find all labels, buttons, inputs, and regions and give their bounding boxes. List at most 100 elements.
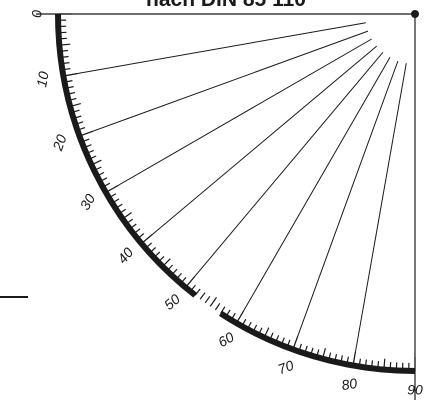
- tick-mark-48: [175, 272, 182, 280]
- tick-mark-59: [230, 312, 236, 321]
- division-line-50: [186, 51, 384, 287]
- tick-mark-29: [102, 182, 111, 188]
- tick-mark-73: [310, 347, 314, 356]
- tick-mark-22: [83, 144, 92, 149]
- tick-mark-6: [59, 49, 68, 52]
- division-line-40: [142, 45, 378, 243]
- tick-mark-83: [370, 360, 374, 369]
- tick-label-40: 40: [114, 244, 136, 266]
- tick-mark-60: [235, 310, 245, 324]
- tick-mark-21: [81, 138, 90, 143]
- tick-mark-85: [383, 358, 386, 370]
- tick-mark-47: [171, 268, 178, 276]
- tick-mark-77: [334, 353, 338, 363]
- tick-mark-23: [86, 149, 94, 155]
- tick-label-70: 70: [276, 357, 296, 377]
- tick-mark-65: [263, 327, 270, 338]
- tick-mark-13: [66, 91, 76, 95]
- tick-marks: [58, 13, 416, 371]
- tick-mark-80: [352, 351, 356, 366]
- division-line-20: [81, 30, 369, 136]
- tick-mark-43: [153, 251, 161, 258]
- tick-mark-17: [73, 115, 82, 119]
- division-line-30: [107, 38, 372, 192]
- tick-mark-74: [316, 349, 320, 358]
- tick-mark-38: [133, 228, 141, 235]
- tick-mark-40: [141, 234, 153, 244]
- pivot-point: [411, 10, 419, 18]
- tick-mark-50: [185, 276, 195, 288]
- tick-mark-28: [99, 177, 108, 183]
- tick-mark-20: [79, 130, 93, 137]
- tick-mark-24: [88, 155, 97, 160]
- tick-mark-7: [60, 55, 69, 59]
- tick-mark-10: [63, 73, 78, 77]
- tick-mark-32: [111, 198, 120, 204]
- tick-mark-12: [65, 86, 74, 89]
- division-lines: [65, 22, 407, 364]
- tick-mark-82: [364, 359, 367, 368]
- tick-mark-55: [209, 297, 217, 307]
- tick-mark-51: [189, 284, 196, 292]
- tick-label-60: 60: [215, 328, 237, 350]
- tick-mark-76: [328, 352, 332, 361]
- tick-label-20: 20: [49, 132, 70, 153]
- tick-mark-45: [162, 258, 171, 267]
- tick-mark-54: [204, 295, 211, 304]
- tick-mark-72: [304, 345, 308, 354]
- tick-mark-4: [58, 37, 67, 40]
- tick-mark-16: [71, 109, 80, 113]
- tick-mark-81: [358, 358, 361, 367]
- tick-mark-67: [274, 335, 280, 343]
- tick-mark-75: [322, 348, 326, 359]
- tick-mark-46: [166, 264, 174, 272]
- tick-mark-69: [286, 339, 291, 348]
- tick-mark-70: [292, 336, 299, 350]
- tick-mark-31: [108, 193, 117, 199]
- tick-mark-35: [122, 212, 132, 220]
- tick-mark-15: [70, 103, 81, 107]
- tick-mark-27: [96, 171, 105, 177]
- tick-mark-18: [75, 121, 84, 125]
- tick-mark-9: [62, 68, 71, 71]
- tick-mark-5: [59, 43, 71, 46]
- tick-mark-64: [257, 327, 263, 336]
- tick-label-30: 30: [77, 191, 99, 213]
- title: nach DIN 85 110: [146, 0, 306, 11]
- tick-mark-84: [377, 361, 380, 370]
- tick-mark-49: [180, 277, 187, 284]
- division-line-60: [237, 57, 391, 322]
- division-line-70: [293, 60, 399, 348]
- tick-mark-42: [149, 247, 157, 254]
- tick-mark-36: [125, 218, 134, 225]
- tick-mark-61: [241, 318, 247, 327]
- tick-mark-56: [214, 302, 221, 311]
- tick-mark-11: [64, 80, 73, 83]
- tick-label-10: 10: [33, 70, 51, 88]
- scale-arc-lower: [218, 310, 416, 374]
- tick-mark-57: [220, 306, 226, 314]
- division-line-10: [65, 22, 366, 77]
- tick-mark-30: [105, 184, 119, 194]
- tick-mark-8: [61, 62, 70, 65]
- tick-mark-66: [269, 332, 274, 341]
- tick-mark-86: [389, 362, 392, 371]
- tick-mark-26: [93, 166, 102, 172]
- tick-mark-41: [145, 242, 152, 249]
- tick-mark-78: [340, 355, 343, 364]
- tick-mark-71: [298, 343, 302, 352]
- tick-mark-44: [157, 255, 165, 263]
- tick-mark-52: [194, 288, 201, 296]
- tick-mark-37: [129, 223, 137, 230]
- tick-label-80: 80: [340, 375, 358, 393]
- tick-mark-14: [68, 97, 77, 101]
- tick-mark-79: [346, 356, 349, 365]
- tick-mark-63: [252, 324, 258, 333]
- tick-mark-33: [115, 203, 123, 209]
- tick-mark-53: [199, 292, 206, 300]
- division-line-80: [352, 63, 407, 364]
- tick-mark-34: [118, 208, 127, 215]
- tick-mark-62: [246, 321, 252, 330]
